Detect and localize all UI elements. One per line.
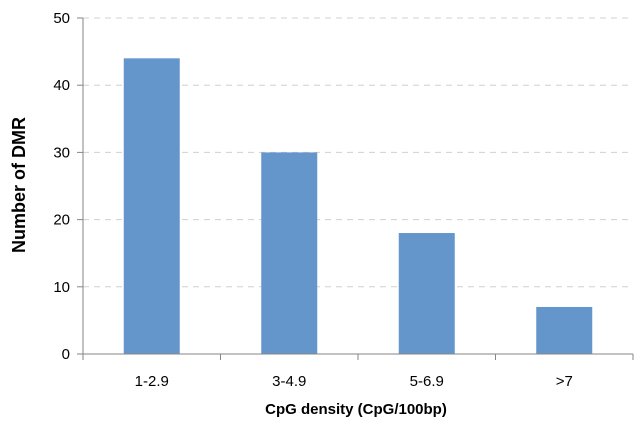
- x-tick-label-3-4.9: 3-4.9: [272, 373, 306, 390]
- y-tick-labels: 0 10 20 30 40 50: [53, 10, 83, 363]
- y-tick-label-30: 30: [53, 144, 70, 161]
- x-tick-label->7: >7: [556, 373, 573, 390]
- y-tick-label-20: 20: [53, 212, 70, 229]
- x-axis-title: CpG density (CpG/100bp): [265, 401, 447, 418]
- bars: [123, 58, 593, 354]
- y-tick-label-50: 50: [53, 10, 70, 27]
- bar-5-6.9: [398, 233, 455, 354]
- x-tick-label-5-6.9: 5-6.9: [410, 373, 444, 390]
- y-tick-label-0: 0: [62, 346, 70, 363]
- x-tick-labels: 1-2.9 3-4.9 5-6.9 >7: [82, 354, 634, 390]
- y-tick-label-40: 40: [53, 77, 70, 94]
- bar->7: [536, 306, 593, 354]
- bar-3-4.9: [261, 152, 318, 354]
- x-tick-label-1-2.9: 1-2.9: [135, 373, 169, 390]
- bar-1-2.9: [123, 58, 180, 354]
- y-tick-label-10: 10: [53, 279, 70, 296]
- y-axis-title: Number of DMR: [9, 117, 29, 253]
